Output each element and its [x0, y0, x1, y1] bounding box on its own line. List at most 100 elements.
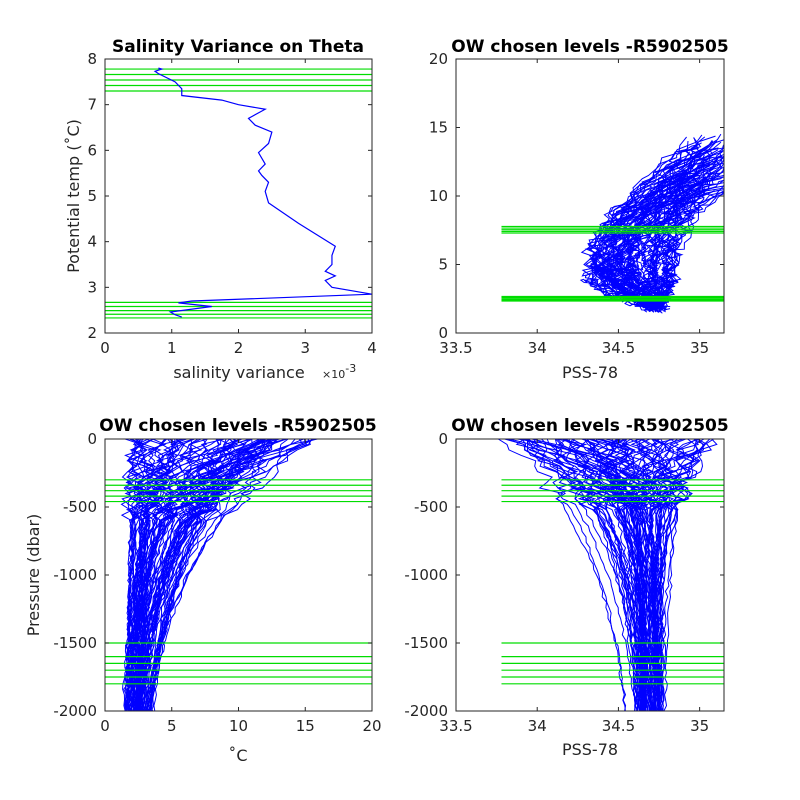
profile-line	[140, 439, 252, 711]
y-tick-label: -1500	[53, 634, 97, 652]
profile-line	[630, 439, 664, 711]
y-tick-label: -2000	[404, 702, 448, 720]
profile-line	[567, 439, 637, 711]
y-tick-label: 15	[429, 119, 448, 137]
profile-line	[639, 439, 672, 711]
y-tick-label: -500	[63, 498, 97, 516]
profile-line	[528, 439, 661, 711]
x-tick-label: 33.5	[439, 717, 472, 735]
profile-line	[515, 439, 627, 711]
y-tick-label: 5	[87, 187, 97, 205]
y-tick-label: 7	[87, 96, 97, 114]
x-axis-label: PSS-78	[562, 740, 618, 759]
panel-salinity-variance: Salinity Variance on Theta 0 1 2 3 4 2 3 4 5 6 7 8…	[64, 37, 377, 382]
profile-line	[654, 136, 706, 309]
chart-title: Salinity Variance on Theta	[112, 37, 364, 57]
y-axis: -2000 -1500 -1000 -500 0	[404, 430, 724, 720]
profile-line	[122, 439, 207, 711]
plot-area	[105, 67, 373, 319]
profile-line	[584, 163, 724, 309]
profile-line	[150, 439, 274, 711]
profile-line	[660, 439, 705, 711]
profile-line	[651, 439, 674, 711]
y-tick-label: 0	[87, 430, 97, 448]
profile-line	[120, 439, 146, 711]
profile-line	[141, 439, 247, 711]
x-tick-label: 15	[296, 717, 315, 735]
profile-line	[146, 439, 308, 711]
x-tick-label: 0	[100, 717, 110, 735]
profile-line	[142, 439, 266, 711]
y-tick-label: -1000	[404, 566, 448, 584]
x-tick-label: 34.5	[602, 717, 635, 735]
x-tick-label: 10	[229, 717, 248, 735]
y-tick-label: 10	[429, 187, 448, 205]
x-axis-multiplier: ×10-3	[322, 362, 356, 381]
x-tick-label: 34	[528, 339, 547, 357]
profile-line	[136, 439, 288, 711]
x-tick-label: 20	[362, 717, 381, 735]
y-tick-label: -1500	[404, 634, 448, 652]
panel-theta-salinity: OW chosen levels -R5902505 33.5 34 34.5 35 …	[429, 37, 729, 382]
profile-line	[504, 439, 643, 711]
plot-area	[497, 439, 724, 711]
profile-line	[149, 439, 275, 711]
x-tick-label: 3	[300, 339, 310, 357]
profile-lines	[120, 439, 318, 711]
profile-line	[144, 439, 289, 711]
profile-line	[581, 147, 719, 307]
y-tick-label: 2	[87, 324, 97, 342]
x-axis-label: PSS-78	[562, 363, 618, 382]
y-axis-label: Potential temp (˚C)	[64, 119, 83, 273]
x-tick-label: 5	[167, 717, 177, 735]
profile-line	[523, 439, 636, 711]
x-tick-label: 34	[528, 717, 547, 735]
y-tick-label: 0	[438, 324, 448, 342]
profile-line	[571, 439, 644, 711]
x-axis: 33.5 34 34.5 35	[439, 439, 709, 735]
variance-line	[153, 67, 373, 318]
profile-line	[659, 439, 697, 711]
y-axis: -2000 -1500 -1000 -500 0	[53, 430, 372, 720]
profile-line	[623, 140, 718, 309]
x-tick-label: 35	[690, 717, 709, 735]
x-axis-label: ˚C	[228, 746, 247, 765]
profile-line	[137, 439, 304, 711]
y-axis-label: Pressure (dbar)	[24, 514, 43, 637]
profile-lines	[579, 133, 724, 314]
y-axis: 0 5 10 15 20	[429, 50, 724, 342]
y-tick-label: 5	[438, 256, 448, 274]
chart-title: OW chosen levels -R5902505	[451, 416, 728, 436]
panel-salinity-pressure: OW chosen levels -R5902505 33.5 34 34.5 35 …	[404, 416, 728, 759]
plot-area	[501, 133, 724, 314]
x-tick-label: 2	[234, 339, 244, 357]
y-tick-label: 3	[87, 278, 97, 296]
plot-area	[105, 439, 372, 711]
y-tick-label: 20	[429, 50, 448, 68]
x-axis: 0 1 2 3 4	[100, 59, 377, 357]
x-axis: 33.5 34 34.5 35	[439, 59, 709, 357]
y-tick-label: 6	[87, 141, 97, 159]
profile-line	[541, 439, 641, 711]
profile-line	[650, 439, 671, 711]
profile-line	[643, 439, 711, 711]
y-tick-label: 4	[87, 233, 97, 251]
y-tick-label: -2000	[53, 702, 97, 720]
y-tick-label: 0	[438, 430, 448, 448]
profile-line	[134, 439, 219, 711]
profile-line	[610, 439, 656, 711]
x-tick-label: 1	[167, 339, 177, 357]
profile-line	[526, 439, 641, 711]
y-axis: 2 3 4 5 6 7 8	[87, 50, 372, 342]
chart-title: OW chosen levels -R5902505	[451, 37, 728, 57]
profile-line	[138, 439, 208, 711]
profile-line	[591, 147, 724, 309]
profile-lines	[497, 439, 718, 711]
profile-line	[607, 156, 702, 308]
profile-line	[634, 175, 687, 314]
x-tick-label: 33.5	[439, 339, 472, 357]
x-tick-label: 34.5	[602, 339, 635, 357]
profile-line	[148, 439, 296, 711]
profile-line	[527, 439, 648, 711]
x-axis-label: salinity variance	[173, 363, 304, 382]
